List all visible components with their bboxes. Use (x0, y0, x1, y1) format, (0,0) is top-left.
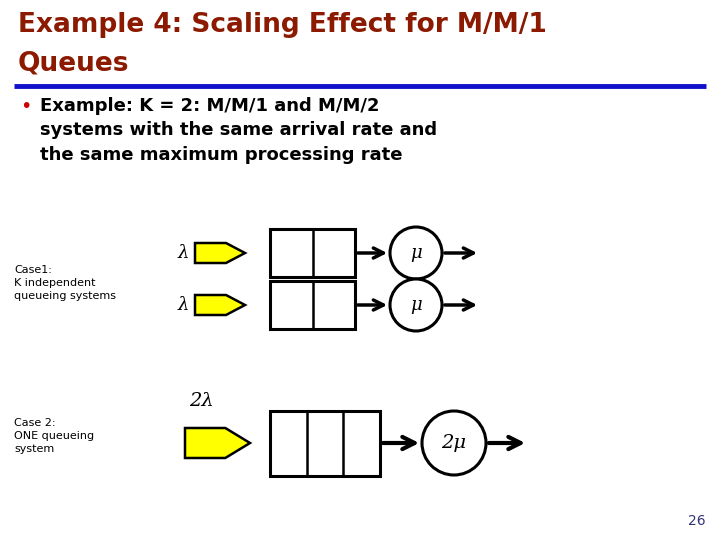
Circle shape (390, 227, 442, 279)
Text: μ: μ (410, 296, 422, 314)
Text: λ: λ (177, 296, 189, 314)
Text: Case 2:
ONE queueing
system: Case 2: ONE queueing system (14, 418, 94, 454)
Text: Example 4: Scaling Effect for M/M/1: Example 4: Scaling Effect for M/M/1 (18, 12, 547, 38)
Circle shape (422, 411, 486, 475)
FancyArrow shape (195, 295, 245, 315)
Text: μ: μ (410, 244, 422, 262)
FancyArrow shape (195, 243, 245, 263)
Text: 2μ: 2μ (441, 434, 467, 452)
Text: Case1:
K independent
queueing systems: Case1: K independent queueing systems (14, 265, 116, 301)
Circle shape (390, 279, 442, 331)
Text: Queues: Queues (18, 50, 130, 76)
FancyArrow shape (185, 428, 250, 458)
Text: Example: K = 2: M/M/1 and M/M/2
systems with the same arrival rate and
the same : Example: K = 2: M/M/1 and M/M/2 systems … (40, 97, 437, 164)
Text: 2λ: 2λ (189, 392, 214, 410)
Text: 26: 26 (688, 514, 706, 528)
Bar (270, 410, 380, 476)
Bar (270, 229, 355, 277)
Text: •: • (20, 97, 32, 116)
Text: λ: λ (177, 244, 189, 262)
Bar (270, 281, 355, 329)
